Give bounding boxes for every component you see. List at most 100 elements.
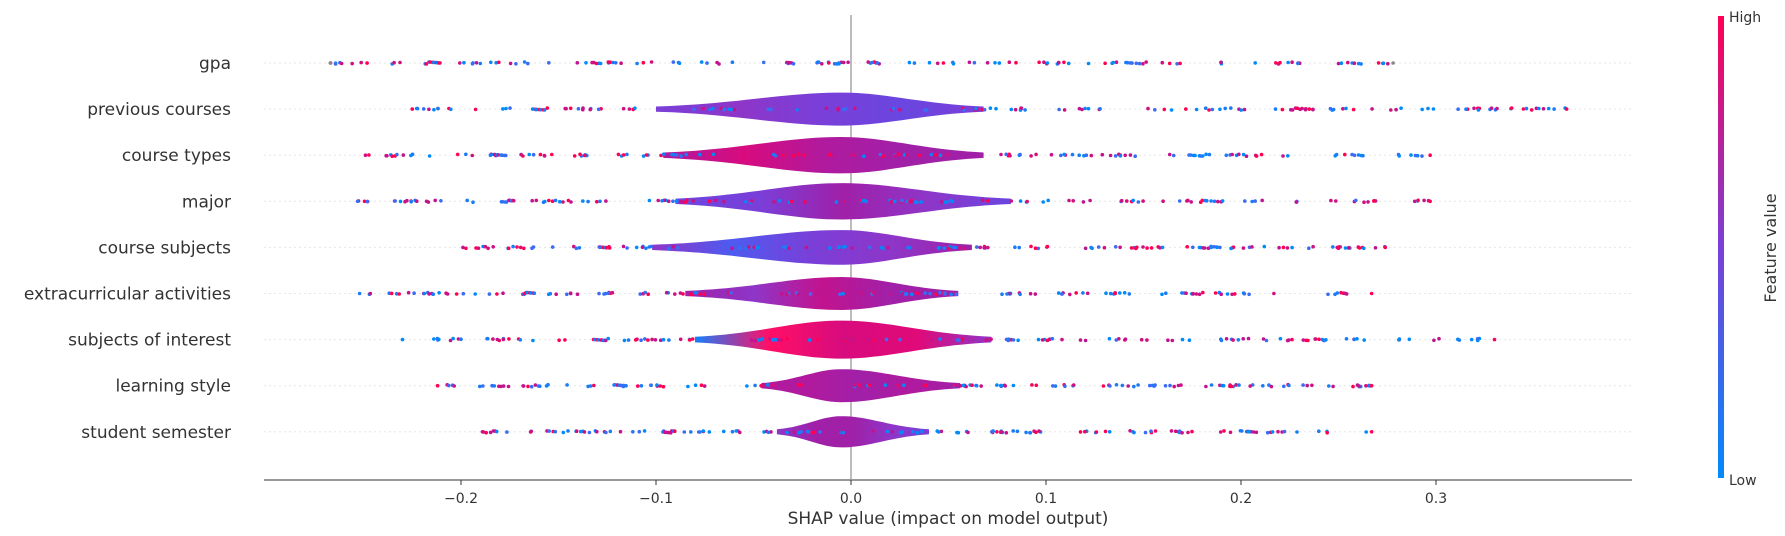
shap-point [846, 60, 850, 65]
shap-point [1060, 337, 1064, 342]
shap-point [1420, 107, 1424, 112]
shap-point [647, 245, 651, 249]
shap-point [943, 291, 947, 295]
violin-body [652, 230, 972, 265]
shap-point [967, 60, 972, 65]
shap-point [781, 245, 786, 249]
shap-point [1098, 107, 1102, 111]
shap-point [614, 61, 618, 65]
shap-point [598, 199, 602, 204]
shap-point [674, 199, 679, 203]
shap-point [923, 383, 928, 388]
shap-point [1352, 337, 1356, 342]
shap-point [954, 292, 959, 297]
shap-point [635, 61, 639, 66]
shap-point [749, 338, 754, 343]
shap-point [1456, 107, 1460, 111]
shap-point [554, 292, 558, 297]
shap-point [730, 429, 735, 434]
shap-point [643, 337, 647, 341]
shap-point [1009, 199, 1014, 203]
shap-point [1241, 152, 1246, 157]
shap-point [1219, 292, 1223, 297]
shap-point [530, 107, 535, 111]
shap-point [1067, 198, 1071, 203]
shap-point [756, 245, 760, 250]
shap-point [365, 199, 370, 204]
shap-point [760, 337, 764, 341]
shap-point [799, 429, 804, 434]
shap-point [1356, 61, 1361, 66]
shap-point [1225, 292, 1230, 296]
shap-point [649, 60, 654, 64]
shap-point [771, 383, 775, 388]
shap-point [962, 246, 967, 251]
shap-point [841, 291, 845, 296]
shap-point [1057, 107, 1061, 112]
shap-point [1457, 338, 1462, 342]
shap-point [997, 61, 1002, 65]
feature-label: extracurricular activities [24, 285, 231, 305]
shap-point [508, 106, 512, 110]
shap-point [999, 383, 1004, 388]
shap-point [938, 337, 942, 341]
shap-point [938, 153, 943, 158]
shap-point [890, 430, 894, 434]
shap-point [1006, 337, 1011, 342]
shap-point [1114, 60, 1119, 64]
shap-point [550, 152, 554, 157]
shap-point [437, 291, 441, 295]
shap-point [1007, 60, 1012, 64]
shap-point [1083, 246, 1088, 251]
shap-point [501, 384, 506, 388]
shap-point [808, 292, 813, 296]
shap-point [1250, 245, 1254, 249]
shap-point [534, 107, 538, 112]
shap-point [898, 152, 902, 157]
shap-point [1083, 338, 1088, 343]
shap-point [447, 383, 451, 388]
shap-point [802, 384, 806, 388]
shap-point [526, 61, 530, 66]
shap-point [426, 200, 431, 204]
shap-point [1290, 60, 1294, 64]
shap-point [837, 245, 841, 250]
shap-point [1416, 198, 1420, 203]
shap-point [1003, 384, 1008, 388]
shap-point [602, 292, 606, 296]
shap-point [1350, 152, 1354, 157]
shap-point [671, 245, 676, 249]
shap-point [796, 383, 801, 387]
shap-point [574, 246, 579, 251]
shap-point [1186, 430, 1190, 435]
shap-point [1234, 383, 1238, 387]
shap-point [422, 291, 427, 296]
shap-point [743, 200, 748, 204]
shap-point [761, 60, 766, 65]
shap-point [504, 153, 508, 158]
shap-point [1369, 430, 1374, 434]
shap-point [1213, 291, 1218, 295]
shap-point [636, 384, 640, 388]
shap-point [1077, 106, 1082, 111]
shap-point [1131, 198, 1135, 203]
shap-point [834, 200, 839, 204]
shap-point [1386, 61, 1390, 66]
shap-point [1336, 246, 1341, 250]
shap-point [814, 291, 818, 295]
shap-point [328, 61, 333, 65]
shap-point [699, 383, 704, 388]
shap-point [684, 152, 688, 157]
shap-point [885, 429, 890, 434]
shap-point [970, 383, 974, 388]
shap-point [427, 107, 431, 112]
shap-point [942, 246, 947, 250]
shap-point [538, 152, 543, 157]
shap-point [553, 198, 558, 203]
shap-point [486, 246, 490, 251]
shap-point [1029, 154, 1033, 158]
shap-point [545, 106, 550, 110]
shap-point [1422, 198, 1426, 203]
shap-point [644, 246, 648, 251]
shap-point [1218, 245, 1222, 250]
